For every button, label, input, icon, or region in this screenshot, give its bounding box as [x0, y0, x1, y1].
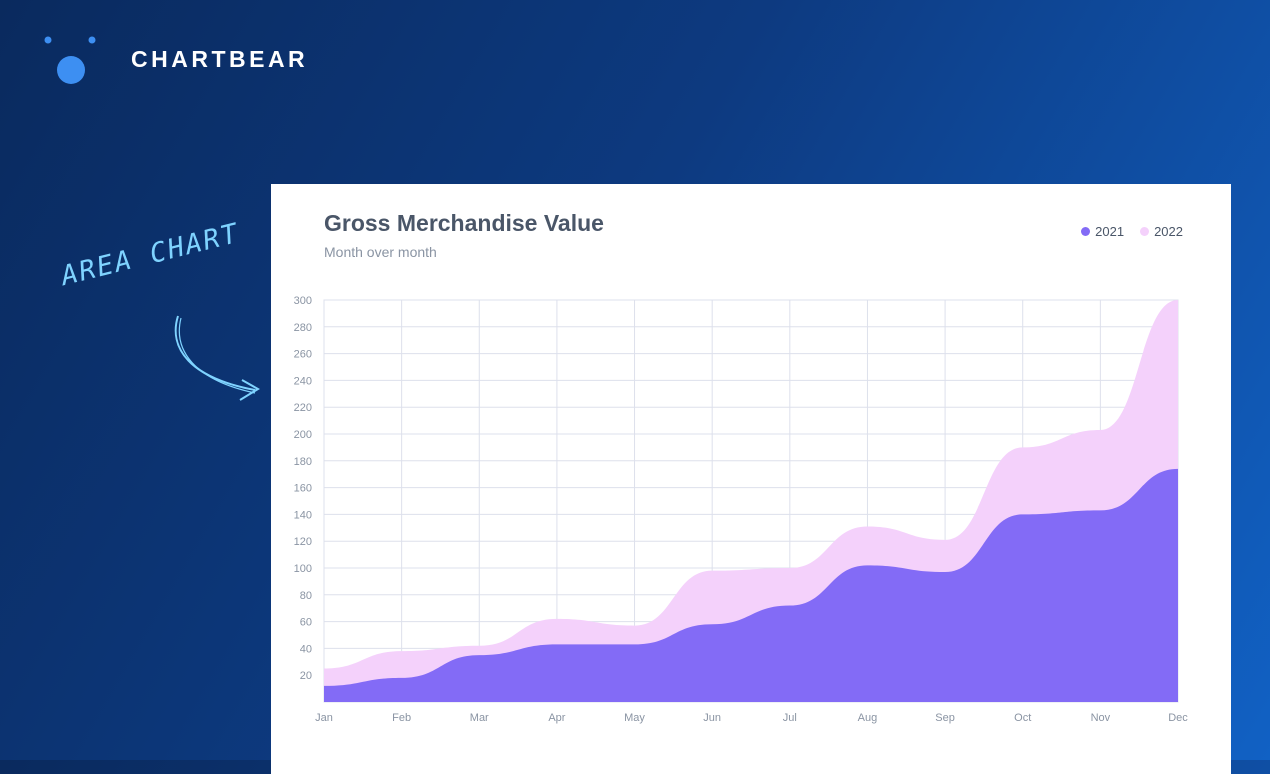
y-tick-label: 120 — [294, 536, 312, 548]
x-tick-label: Oct — [1014, 712, 1031, 724]
chart-card: 20 40 60 80 100 120 140 160 180 200 220 240 260 280 30… — [271, 184, 1231, 774]
legend-swatch — [1081, 227, 1091, 236]
legend-item-2022[interactable]: 2022 — [1140, 224, 1183, 239]
y-tick-label: 160 — [294, 483, 312, 495]
y-tick-label: 100 — [294, 563, 312, 575]
brand-name: CHARTBEAR — [131, 46, 309, 72]
y-tick-label: 180 — [294, 456, 312, 468]
legend-label: 2022 — [1154, 224, 1183, 239]
y-tick-label: 260 — [294, 349, 312, 361]
legend-label: 2021 — [1095, 224, 1125, 239]
chart-title: Gross Merchandise Value — [324, 210, 604, 236]
x-tick-label: Dec — [1168, 712, 1188, 724]
x-tick-label: Jul — [783, 712, 797, 724]
y-tick-label: 80 — [300, 590, 312, 602]
x-tick-label: May — [624, 712, 645, 724]
y-tick-label: 200 — [294, 429, 312, 441]
chart-legend: 2021 2022 — [1081, 224, 1183, 239]
x-tick-label: Feb — [392, 712, 411, 724]
chart-subtitle: Month over month — [324, 244, 437, 260]
y-tick-label: 140 — [294, 509, 312, 521]
legend-item-2021[interactable]: 2021 — [1081, 224, 1124, 239]
area-chart: 20 40 60 80 100 120 140 160 180 200 220 240 260 280 30… — [294, 295, 1189, 724]
x-tick-label: Nov — [1091, 712, 1111, 724]
x-tick-label: Sep — [935, 712, 955, 724]
y-tick-label: 20 — [300, 670, 312, 682]
area-series-2021 — [324, 468, 1178, 702]
y-tick-label: 280 — [294, 322, 312, 334]
y-tick-label: 40 — [300, 643, 312, 655]
curved-arrow-icon — [174, 315, 260, 401]
x-tick-label: Apr — [548, 712, 565, 724]
y-tick-label: 300 — [294, 295, 312, 307]
chartbear-logo-icon — [44, 36, 96, 84]
x-tick-label: Aug — [858, 712, 878, 724]
legend-swatch — [1140, 227, 1150, 236]
x-tick-label: Jan — [315, 712, 333, 724]
y-tick-label: 60 — [300, 617, 312, 629]
x-tick-label: Mar — [470, 712, 489, 724]
y-tick-label: 240 — [294, 375, 312, 387]
x-tick-label: Jun — [703, 712, 721, 724]
y-tick-label: 220 — [294, 402, 312, 414]
